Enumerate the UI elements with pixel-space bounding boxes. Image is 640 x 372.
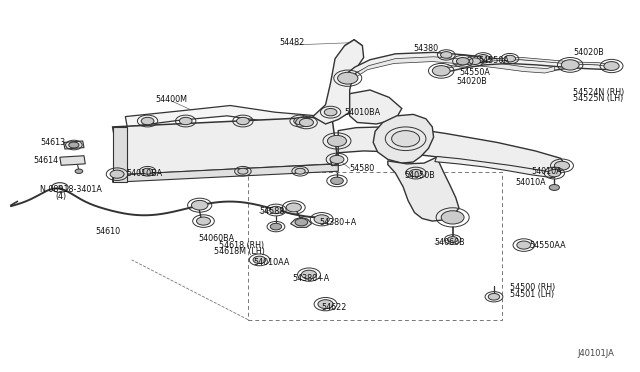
Text: J40101JA: J40101JA: [577, 350, 614, 359]
Circle shape: [330, 155, 344, 163]
Circle shape: [294, 117, 307, 125]
Circle shape: [143, 168, 153, 174]
Polygon shape: [440, 59, 612, 73]
Text: 54550AA: 54550AA: [529, 241, 566, 250]
Text: 54380+A: 54380+A: [319, 218, 356, 227]
Circle shape: [447, 237, 458, 243]
Polygon shape: [60, 156, 85, 165]
Text: 54380: 54380: [413, 44, 438, 53]
Circle shape: [295, 218, 308, 226]
Circle shape: [488, 294, 500, 300]
Circle shape: [269, 206, 282, 214]
Polygon shape: [113, 116, 339, 175]
Circle shape: [328, 135, 346, 147]
Polygon shape: [349, 90, 402, 124]
Polygon shape: [125, 106, 332, 127]
Text: 54020B: 54020B: [573, 48, 604, 57]
Text: (4): (4): [56, 192, 67, 201]
Polygon shape: [331, 127, 566, 175]
Circle shape: [196, 217, 211, 225]
Circle shape: [554, 161, 570, 170]
Circle shape: [410, 169, 422, 177]
Circle shape: [295, 168, 305, 174]
Circle shape: [331, 177, 343, 185]
Text: 54550A: 54550A: [478, 56, 509, 65]
Circle shape: [286, 203, 301, 212]
Polygon shape: [373, 114, 433, 163]
Text: 54525N (LH): 54525N (LH): [573, 94, 623, 103]
Polygon shape: [435, 157, 557, 178]
Text: N 08918-3401A: N 08918-3401A: [40, 185, 101, 194]
Text: 54010A: 54010A: [531, 167, 562, 176]
Circle shape: [338, 72, 358, 84]
Circle shape: [301, 270, 317, 279]
Circle shape: [237, 117, 249, 125]
Circle shape: [191, 201, 208, 210]
Circle shape: [318, 300, 333, 309]
Circle shape: [477, 55, 489, 61]
Text: 54010BA: 54010BA: [344, 108, 381, 117]
Circle shape: [68, 142, 79, 148]
Circle shape: [549, 185, 559, 190]
Text: 54524N (RH): 54524N (RH): [573, 88, 625, 97]
Circle shape: [314, 215, 330, 224]
Text: 54613: 54613: [41, 138, 66, 147]
Circle shape: [456, 58, 469, 65]
Circle shape: [253, 256, 266, 263]
Text: 54050B: 54050B: [404, 171, 435, 180]
Circle shape: [141, 117, 154, 125]
Text: 54020B: 54020B: [456, 77, 487, 86]
Circle shape: [392, 131, 420, 147]
Text: 54610: 54610: [95, 227, 120, 235]
Polygon shape: [291, 217, 312, 227]
Circle shape: [110, 170, 124, 178]
Circle shape: [561, 60, 579, 70]
Text: 54010A: 54010A: [515, 178, 545, 187]
Circle shape: [432, 65, 450, 76]
Text: 54010AA: 54010AA: [253, 257, 289, 267]
Text: 54500 (RH): 54500 (RH): [510, 283, 555, 292]
Circle shape: [75, 169, 83, 173]
Circle shape: [238, 168, 248, 174]
Text: 54380+A: 54380+A: [292, 274, 330, 283]
Polygon shape: [313, 40, 364, 124]
Polygon shape: [113, 164, 339, 182]
Circle shape: [469, 58, 481, 64]
Polygon shape: [63, 141, 84, 149]
Polygon shape: [113, 127, 127, 182]
Bar: [248, 172, 502, 320]
Text: 54010BA: 54010BA: [126, 169, 162, 177]
Text: 54618 (RH): 54618 (RH): [219, 241, 264, 250]
Polygon shape: [388, 157, 459, 221]
Text: 54060B: 54060B: [435, 238, 465, 247]
Circle shape: [517, 241, 531, 249]
Circle shape: [604, 62, 619, 70]
Circle shape: [300, 118, 314, 126]
Polygon shape: [445, 58, 612, 68]
Text: 54400M: 54400M: [156, 95, 188, 104]
Circle shape: [270, 223, 282, 230]
Polygon shape: [344, 52, 570, 81]
Circle shape: [441, 211, 464, 224]
Circle shape: [179, 117, 192, 125]
Polygon shape: [356, 57, 554, 77]
Circle shape: [548, 169, 561, 177]
Text: N: N: [58, 185, 62, 190]
Text: 54060BA: 54060BA: [198, 234, 234, 243]
Circle shape: [440, 52, 452, 58]
Text: 54622: 54622: [322, 303, 347, 312]
Circle shape: [504, 55, 516, 62]
Circle shape: [324, 109, 337, 116]
Text: 54614: 54614: [33, 155, 58, 165]
Text: 54482: 54482: [280, 38, 305, 47]
Text: 54501 (LH): 54501 (LH): [510, 291, 554, 299]
Text: 54618M (LH): 54618M (LH): [214, 247, 265, 256]
Text: 54580: 54580: [349, 164, 375, 173]
Text: 54550A: 54550A: [459, 68, 490, 77]
Text: 54588: 54588: [259, 207, 285, 217]
